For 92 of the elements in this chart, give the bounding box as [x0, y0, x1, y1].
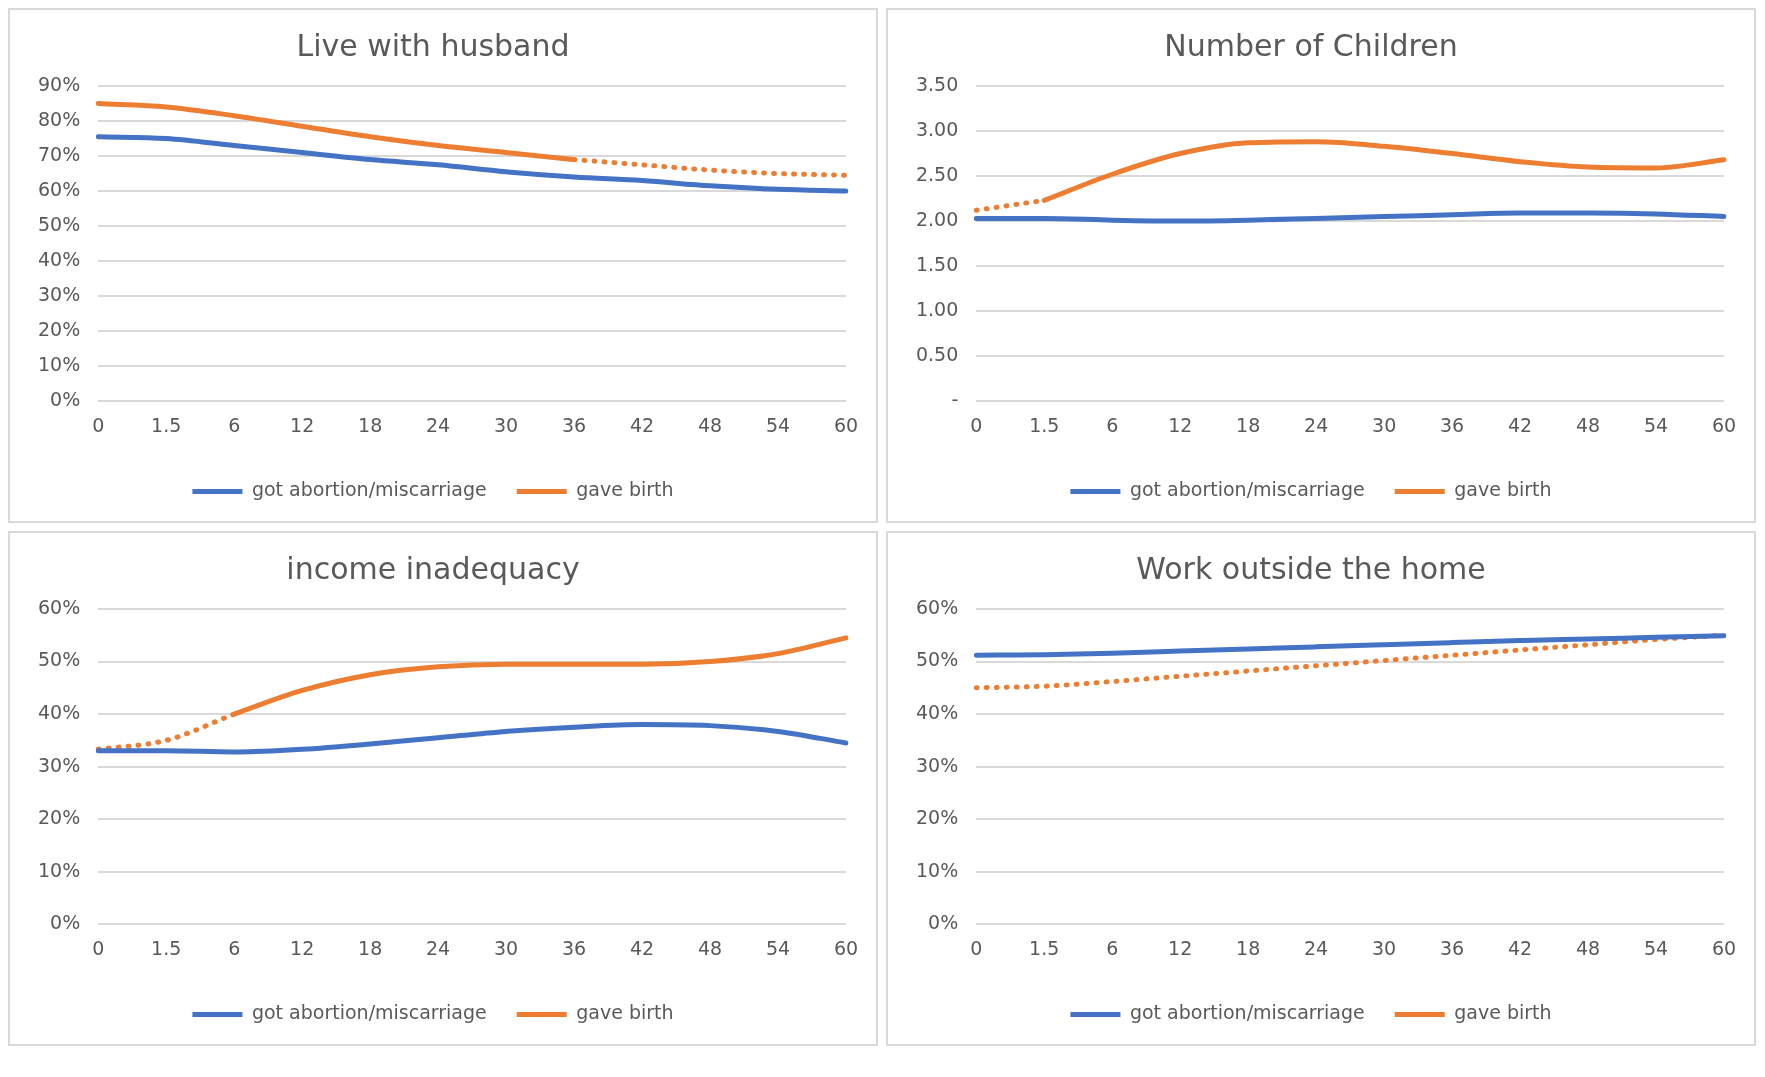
x-tick-label: 24 — [426, 413, 451, 436]
chart-title: income inadequacy — [286, 550, 580, 586]
legend-label: got abortion/miscarriage — [251, 478, 487, 501]
x-tick-label: 6 — [228, 936, 241, 959]
y-tick-label: 30% — [916, 753, 959, 776]
y-tick-label: 2.50 — [915, 162, 959, 185]
y-tick-label: 20% — [38, 318, 81, 341]
legend-label: gave birth — [1454, 478, 1552, 501]
y-tick-label: 1.00 — [915, 298, 959, 321]
x-tick-label: 48 — [697, 413, 723, 436]
y-tick-label: 30% — [38, 283, 81, 306]
y-tick-label: 70% — [38, 142, 81, 165]
x-tick-label: 18 — [358, 936, 383, 959]
y-tick-label: 10% — [38, 353, 81, 376]
x-tick-label: 42 — [629, 413, 655, 436]
x-tick-label: 60 — [1711, 936, 1737, 959]
y-tick-label: 0% — [50, 388, 81, 411]
chart-title: Live with husband — [296, 27, 570, 63]
x-tick-label: 0 — [92, 936, 105, 959]
y-tick-label: 20% — [38, 806, 81, 829]
x-tick-label: 42 — [629, 936, 655, 959]
x-tick-label: 36 — [561, 413, 587, 436]
y-tick-label: 10% — [38, 858, 81, 881]
x-tick-label: 6 — [228, 413, 241, 436]
x-tick-label: 24 — [1304, 936, 1329, 959]
x-tick-label: 30 — [1372, 413, 1397, 436]
x-tick-label: 60 — [833, 413, 859, 436]
chart-title: Number of Children — [1164, 27, 1458, 63]
x-tick-label: 36 — [1440, 413, 1465, 436]
y-tick-label: 50% — [38, 213, 81, 236]
y-tick-label: 50% — [38, 648, 81, 671]
y-tick-label: 40% — [38, 701, 81, 723]
x-tick-label: 1.5 — [151, 413, 182, 436]
y-tick-label: 90% — [38, 72, 81, 95]
y-tick-label: 0% — [50, 911, 81, 934]
y-tick-label: - — [951, 388, 959, 411]
x-tick-label: 42 — [1507, 936, 1533, 959]
y-tick-label: 40% — [38, 248, 81, 271]
x-tick-label: 24 — [1304, 413, 1329, 436]
y-tick-label: 3.00 — [915, 117, 959, 140]
x-tick-label: 18 — [1236, 413, 1261, 436]
legend-label: got abortion/miscarriage — [1129, 478, 1365, 501]
x-tick-label: 48 — [1575, 936, 1601, 959]
y-tick-label: 0.50 — [915, 343, 959, 366]
x-tick-label: 30 — [494, 936, 519, 959]
y-tick-label: 20% — [916, 806, 959, 829]
y-tick-label: 60% — [38, 178, 81, 200]
legend-label: got abortion/miscarriage — [251, 1001, 487, 1024]
x-tick-label: 36 — [561, 936, 587, 959]
x-tick-label: 48 — [697, 936, 723, 959]
x-tick-label: 12 — [1168, 413, 1193, 436]
x-tick-label: 30 — [1372, 936, 1397, 959]
x-tick-label: 1.5 — [1029, 413, 1060, 436]
y-tick-label: 60% — [916, 595, 959, 618]
x-tick-label: 54 — [765, 413, 791, 436]
x-tick-label: 54 — [1643, 413, 1669, 436]
x-tick-label: 12 — [1168, 936, 1193, 959]
y-tick-label: 40% — [916, 701, 959, 723]
legend-label: gave birth — [576, 1001, 674, 1024]
x-tick-label: 0 — [970, 413, 983, 436]
x-tick-label: 1.5 — [1029, 936, 1060, 959]
y-tick-label: 50% — [916, 648, 959, 671]
x-tick-label: 36 — [1439, 936, 1465, 959]
x-tick-label: 48 — [1575, 413, 1601, 436]
y-tick-label: 0% — [928, 911, 959, 934]
x-tick-label: 54 — [765, 936, 791, 959]
x-tick-label: 18 — [358, 413, 383, 436]
x-tick-label: 30 — [494, 413, 519, 436]
y-tick-label: 80% — [38, 107, 81, 130]
x-tick-label: 42 — [1507, 413, 1533, 436]
x-tick-label: 18 — [1236, 936, 1261, 959]
x-tick-label: 60 — [1711, 413, 1737, 436]
legend-label: gave birth — [576, 478, 674, 501]
x-tick-label: 54 — [1643, 936, 1669, 959]
y-tick-label: 2.00 — [915, 208, 959, 231]
y-tick-label: 30% — [38, 753, 81, 776]
y-tick-label: 10% — [916, 858, 959, 881]
legend-label: gave birth — [1454, 1001, 1552, 1024]
chart-title: Work outside the home — [1136, 550, 1486, 586]
x-tick-label: 24 — [426, 936, 451, 959]
x-tick-label: 12 — [290, 413, 315, 436]
x-tick-label: 12 — [290, 936, 315, 959]
x-tick-label: 0 — [92, 413, 105, 436]
y-tick-label: 60% — [38, 595, 81, 618]
x-tick-label: 0 — [970, 936, 983, 959]
x-tick-label: 60 — [833, 936, 859, 959]
y-tick-label: 3.50 — [915, 72, 959, 95]
x-tick-label: 1.5 — [151, 936, 182, 959]
x-tick-label: 6 — [1106, 413, 1119, 436]
x-tick-label: 6 — [1106, 936, 1119, 959]
y-tick-label: 1.50 — [915, 253, 959, 276]
legend-label: got abortion/miscarriage — [1129, 1001, 1365, 1024]
